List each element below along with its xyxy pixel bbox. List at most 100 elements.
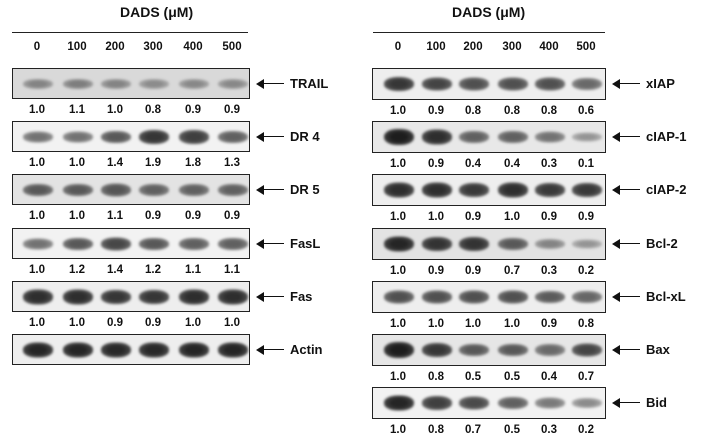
blot-band [422,129,452,145]
panel-2-ratio-value: 1.0 [465,318,481,330]
blot-band [572,132,602,142]
arrow-icon [256,78,284,89]
panel-1-ratio-value: 1.0 [29,317,45,329]
panel-1-blot-trail [12,68,250,99]
arrow-icon [612,239,640,249]
blot-band [384,182,414,198]
panel-2-ratio-value: 0.8 [541,105,557,117]
blot-band [459,237,489,251]
blot-band [535,344,565,356]
panel-1-dose-label: 500 [222,41,242,53]
panel-2-ratio-value: 1.0 [390,371,406,383]
blot-band [459,396,489,410]
panel-2-ratio-value: 1.0 [390,424,406,436]
blot-band [535,183,565,197]
panel-1-ratio-value: 1.3 [224,157,240,169]
panel-2-ratio-value: 1.0 [390,158,406,170]
blot-band [101,289,131,304]
panel-1-protein-label-fas: Fas [290,288,313,304]
blot-band [139,129,169,144]
blot-band [139,342,169,357]
blot-band [179,78,209,89]
panel-2-ratio-value: 0.9 [428,105,444,117]
arrow-icon [256,131,284,142]
panel-2-ratio-value: 0.7 [578,371,594,383]
panel-2-dose-label: 100 [426,41,446,53]
panel-2-blot-xiap [372,68,606,100]
arrow-icon [612,292,640,302]
blot-band [535,239,565,249]
panel-2-dose-label: 500 [576,41,596,53]
blot-band [139,78,169,89]
blot-band [422,290,452,304]
blot-band [23,183,53,196]
blot-band [498,397,528,409]
panel-2-dose-label: 400 [539,41,559,53]
blot-band [572,183,602,197]
panel-2-ratio-value: 0.8 [504,105,520,117]
panel-2-ratio-value: 0.9 [541,318,557,330]
blot-band [63,289,93,304]
panel-2-ratio-value: 0.2 [578,424,594,436]
blot-band [498,131,528,143]
panel-2-ratio-value: 0.3 [541,424,557,436]
panel-1-ratio-value: 0.9 [185,210,201,222]
panel-2-ratio-value: 0.4 [465,158,481,170]
blot-band [179,237,209,250]
panel-1-ratio-value: 1.8 [185,157,201,169]
panel-2-ratio-value: 0.9 [428,265,444,277]
blot-band [218,237,248,250]
panel-1-blot-fasl [12,228,250,259]
panel-2-ratio-value: 0.9 [541,211,557,223]
panel-2-ratio-value: 0.8 [428,371,444,383]
blot-band [63,342,93,357]
blot-band [101,342,131,357]
blot-band [179,342,209,357]
panel-2-ratio-value: 0.3 [541,158,557,170]
blot-band [23,78,53,89]
blot-band [101,78,131,89]
panel-2-ratio-value: 0.3 [541,265,557,277]
blot-band [23,238,53,249]
panel-1-ratio-value: 1.0 [107,104,123,116]
panel-2-dose-label: 0 [394,41,402,53]
panel-1-ratio-value: 1.1 [107,210,123,222]
blot-band [422,182,452,198]
panel-1-ratio-value: 0.9 [145,317,161,329]
panel-1-protein-label-actin: Actin [290,341,323,357]
panel-2-ratio-value: 1.0 [428,318,444,330]
panel-1-dose-label: 0 [33,41,41,53]
panel-1-protein-label-trail: TRAIL [290,75,329,91]
blot-band [498,238,528,250]
panel-1-dose-label: 300 [143,41,163,53]
panel-2-blot-bcl-xl [372,281,606,313]
blot-band [218,130,248,143]
panel-1-ratio-value: 1.0 [69,210,85,222]
arrow-icon [612,345,640,355]
panel-2-blot-ciap-2 [372,174,606,206]
blot-band [384,236,414,252]
panel-1-ratio-value: 1.1 [69,104,85,116]
panel-1-title-rule [12,32,248,33]
panel-1-ratio-value: 1.0 [69,157,85,169]
panel-2-ratio-value: 0.8 [428,424,444,436]
blot-band [422,396,452,410]
blot-band [384,290,414,304]
blot-band [101,130,131,143]
panel-1-protein-label-fasl: FasL [290,235,321,251]
blot-band [384,77,414,91]
blot-band [384,342,414,358]
blot-band [23,131,53,142]
panel-2-ratio-value: 1.0 [504,211,520,223]
panel-2-ratio-value: 0.9 [465,265,481,277]
panel-1-ratio-value: 1.0 [29,210,45,222]
panel-2-ratio-value: 0.8 [578,318,594,330]
blot-band [384,395,414,411]
panel-2-ratio-value: 0.9 [465,211,481,223]
panel-2-dose-label: 200 [463,41,483,53]
panel-2-ratio-value: 1.0 [428,211,444,223]
blot-band [459,290,489,304]
panel-2-ratio-value: 1.0 [390,318,406,330]
panel-1-ratio-value: 1.4 [107,264,123,276]
blot-band [179,289,209,304]
